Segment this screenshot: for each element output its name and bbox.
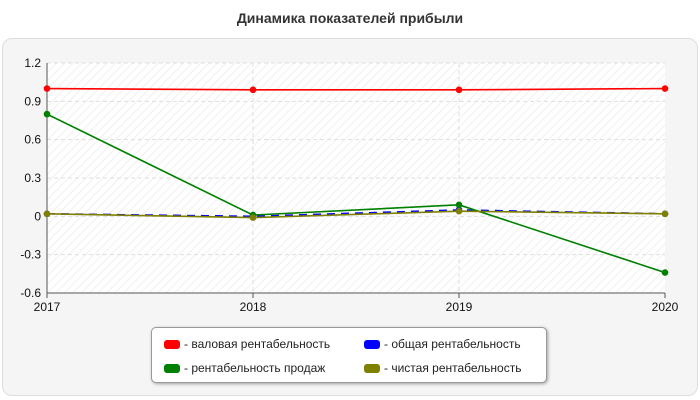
legend-label-sales: - рентабельность продаж — [184, 361, 326, 375]
legend-item-total: - общая рентабельность — [364, 336, 554, 352]
series-point-2 — [43, 110, 51, 118]
legend-swatch-total — [364, 339, 380, 349]
y-tick-label: 0.6 — [24, 133, 41, 147]
x-tick-label: 2018 — [240, 300, 267, 314]
x-tick-label: 2020 — [652, 300, 679, 314]
y-tick-label: 1.2 — [24, 56, 41, 70]
y-tick-label: 0 — [34, 209, 41, 223]
x-tick-label: 2017 — [34, 300, 61, 314]
series-point-3 — [249, 214, 257, 221]
legend: - валовая рентабельность - общая рентабе… — [151, 327, 547, 383]
y-tick-label: 0.9 — [24, 94, 41, 108]
legend-item-gross: - валовая рентабельность — [164, 336, 364, 352]
series-line-0 — [46, 87, 666, 91]
chart-title: Динамика показателей прибыли — [236, 10, 464, 26]
legend-label-gross: - валовая рентабельность — [184, 337, 331, 351]
legend-item-sales: - рентабельность продаж — [164, 360, 364, 376]
series-point-0 — [455, 86, 463, 94]
series-point-3 — [661, 210, 669, 218]
y-tick-label: -0.3 — [20, 248, 41, 262]
series-point-3 — [455, 207, 463, 215]
y-tick-label: -0.6 — [20, 286, 41, 300]
series-point-0 — [661, 85, 669, 92]
x-tick-label: 2019 — [446, 300, 473, 314]
series-point-2 — [661, 269, 669, 276]
legend-swatch-net — [364, 363, 380, 373]
legend-swatch-gross — [164, 339, 180, 349]
series-point-0 — [43, 85, 51, 92]
series-point-2 — [455, 201, 463, 209]
series-line-2 — [46, 113, 666, 274]
series-point-0 — [249, 86, 257, 94]
series-point-3 — [43, 210, 51, 218]
legend-label-net: - чистая рентабельность — [384, 361, 522, 375]
series-line-3 — [46, 210, 666, 219]
legend-swatch-sales — [164, 363, 180, 373]
y-tick-label: 0.3 — [24, 171, 41, 185]
legend-label-total: - общая рентабельность — [384, 337, 521, 351]
legend-item-net: - чистая рентабельность — [364, 360, 554, 376]
